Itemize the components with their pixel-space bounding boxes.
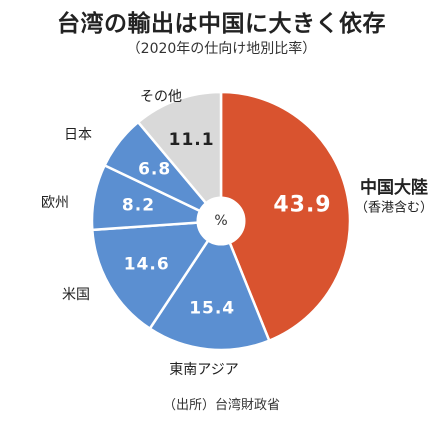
slice-sublabel: （香港含む）	[355, 200, 433, 216]
source-note: （出所）台湾財政省	[162, 398, 280, 413]
slice-category-label: 欧州	[41, 195, 69, 211]
slice-category-label: 中国大陸	[360, 177, 428, 198]
chart-title: 台湾の輸出は中国に大きく依存	[57, 11, 386, 37]
slice-category-label: 東南アジア	[169, 362, 238, 378]
slice-value-label: 15.4	[189, 299, 235, 319]
pie-slice	[136, 90, 223, 225]
slice-value-label: 14.6	[124, 254, 170, 274]
center-hole	[196, 196, 246, 246]
slice-value-label: 11.1	[169, 130, 215, 150]
slice-category-label: 米国	[62, 287, 90, 303]
slice-category-label: 日本	[64, 127, 92, 143]
slice-category-label: その他	[140, 89, 182, 105]
chart-subtitle: （2020年の仕向け地別比率）	[126, 41, 317, 57]
value-labels: 43.9 15.4 14.6 8.2 6.8 11.1	[122, 130, 331, 319]
pie-slice	[219, 90, 352, 343]
slice-value-label: 43.9	[273, 193, 331, 218]
slice-value-label: 6.8	[138, 160, 171, 180]
category-labels: 中国大陸 （香港含む） 東南アジア 米国 欧州 日本 その他	[41, 89, 433, 378]
pie-slices	[90, 90, 352, 352]
pie-slice	[90, 219, 224, 331]
pie-slice	[148, 218, 271, 352]
slice-value-label: 8.2	[122, 195, 155, 215]
unit-label: %	[214, 213, 227, 229]
